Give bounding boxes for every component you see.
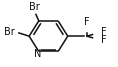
Text: F: F (101, 27, 106, 37)
Text: F: F (101, 35, 106, 45)
Text: Br: Br (29, 2, 40, 12)
Text: N: N (34, 49, 41, 59)
Text: Br: Br (4, 27, 14, 37)
Text: F: F (84, 17, 90, 27)
